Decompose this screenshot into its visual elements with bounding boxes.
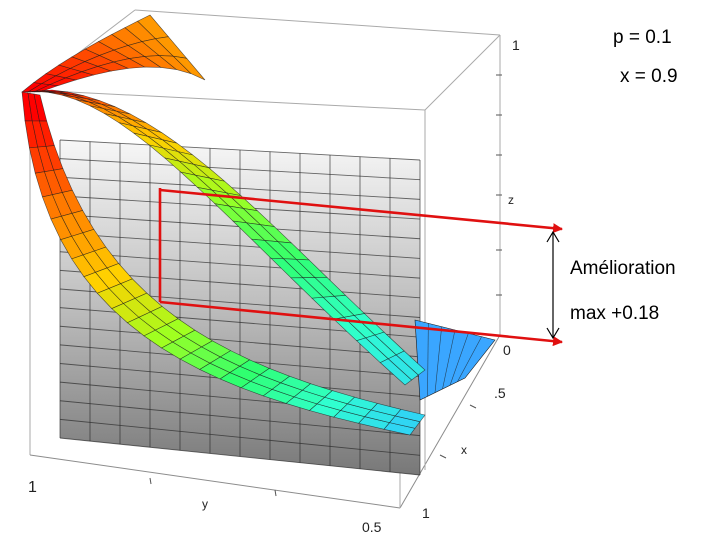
y-axis-tick-mid: 0.5 <box>362 519 382 535</box>
wall-grid-line <box>59 176 421 200</box>
improvement-arrows <box>158 188 563 347</box>
floor-mesh-line <box>442 329 456 390</box>
floor-mesh-line <box>434 326 442 393</box>
improvement-label: Amélioration <box>570 258 676 279</box>
floor-surface <box>414 319 496 401</box>
wall-grid-line <box>59 251 421 279</box>
x-axis-tick-mid: .5 <box>494 385 506 401</box>
lower-ribbon-surface <box>21 91 426 436</box>
wall-grid-line <box>59 139 421 161</box>
surface-cell <box>394 408 426 423</box>
wall-grid-line <box>59 400 421 437</box>
x-axis-label: x <box>461 443 467 457</box>
wall-grid-line <box>59 232 421 259</box>
improvement-range-arrow <box>546 230 560 340</box>
upper-ribbon-surface <box>21 89 426 386</box>
wall-grid-line <box>59 437 421 476</box>
axis-ticks <box>149 74 502 497</box>
z-axis-label: z <box>508 193 514 207</box>
improvement-value: max +0.18 <box>570 303 659 324</box>
back-flap-surface <box>21 14 206 93</box>
wall-grid-line <box>59 325 421 358</box>
x-axis-tick-end: 1 <box>422 505 430 521</box>
wall-grid-line <box>59 158 421 181</box>
z-axis-tick-top: 1 <box>512 37 520 53</box>
z-axis-tick-bottom: 0 <box>503 342 511 358</box>
y-axis-tick-start: 1 <box>28 479 37 496</box>
surface-cell <box>172 55 206 81</box>
floor-mesh-line <box>457 336 482 382</box>
parameter-x-label: x = 0.9 <box>620 66 678 87</box>
parameter-p-label: p = 0.1 <box>613 27 672 48</box>
wall-grid-line <box>59 418 421 456</box>
floor-mesh-line <box>427 323 429 397</box>
surface-cell <box>395 350 426 376</box>
floor-mesh-line <box>449 333 469 386</box>
colored-surface <box>21 14 426 436</box>
y-axis-label: y <box>202 497 208 511</box>
